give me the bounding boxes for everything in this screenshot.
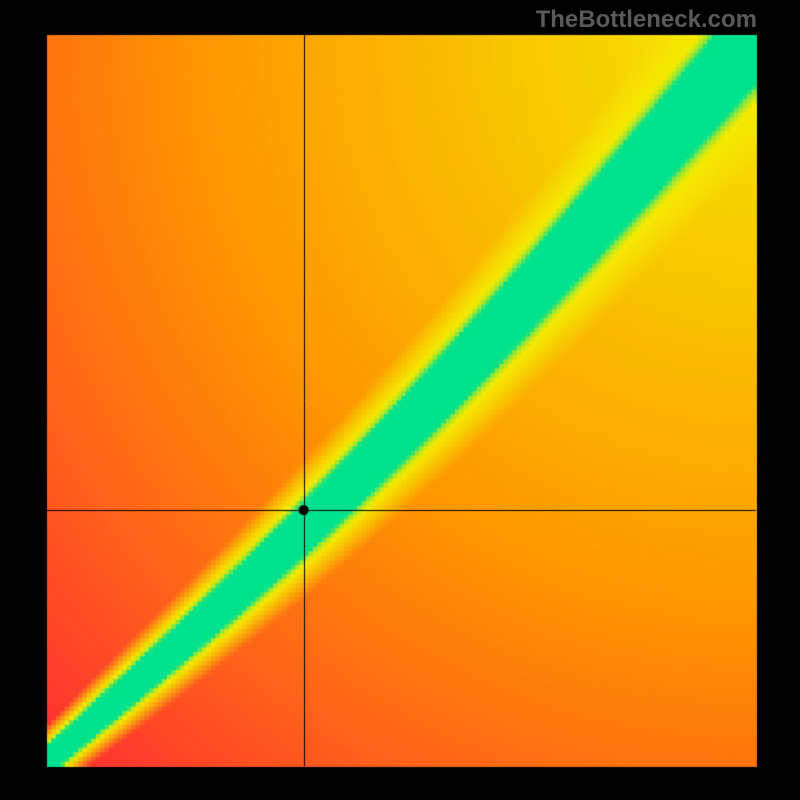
bottleneck-heatmap bbox=[0, 0, 800, 800]
chart-container: TheBottleneck.com bbox=[0, 0, 800, 800]
watermark-label: TheBottleneck.com bbox=[536, 6, 757, 34]
